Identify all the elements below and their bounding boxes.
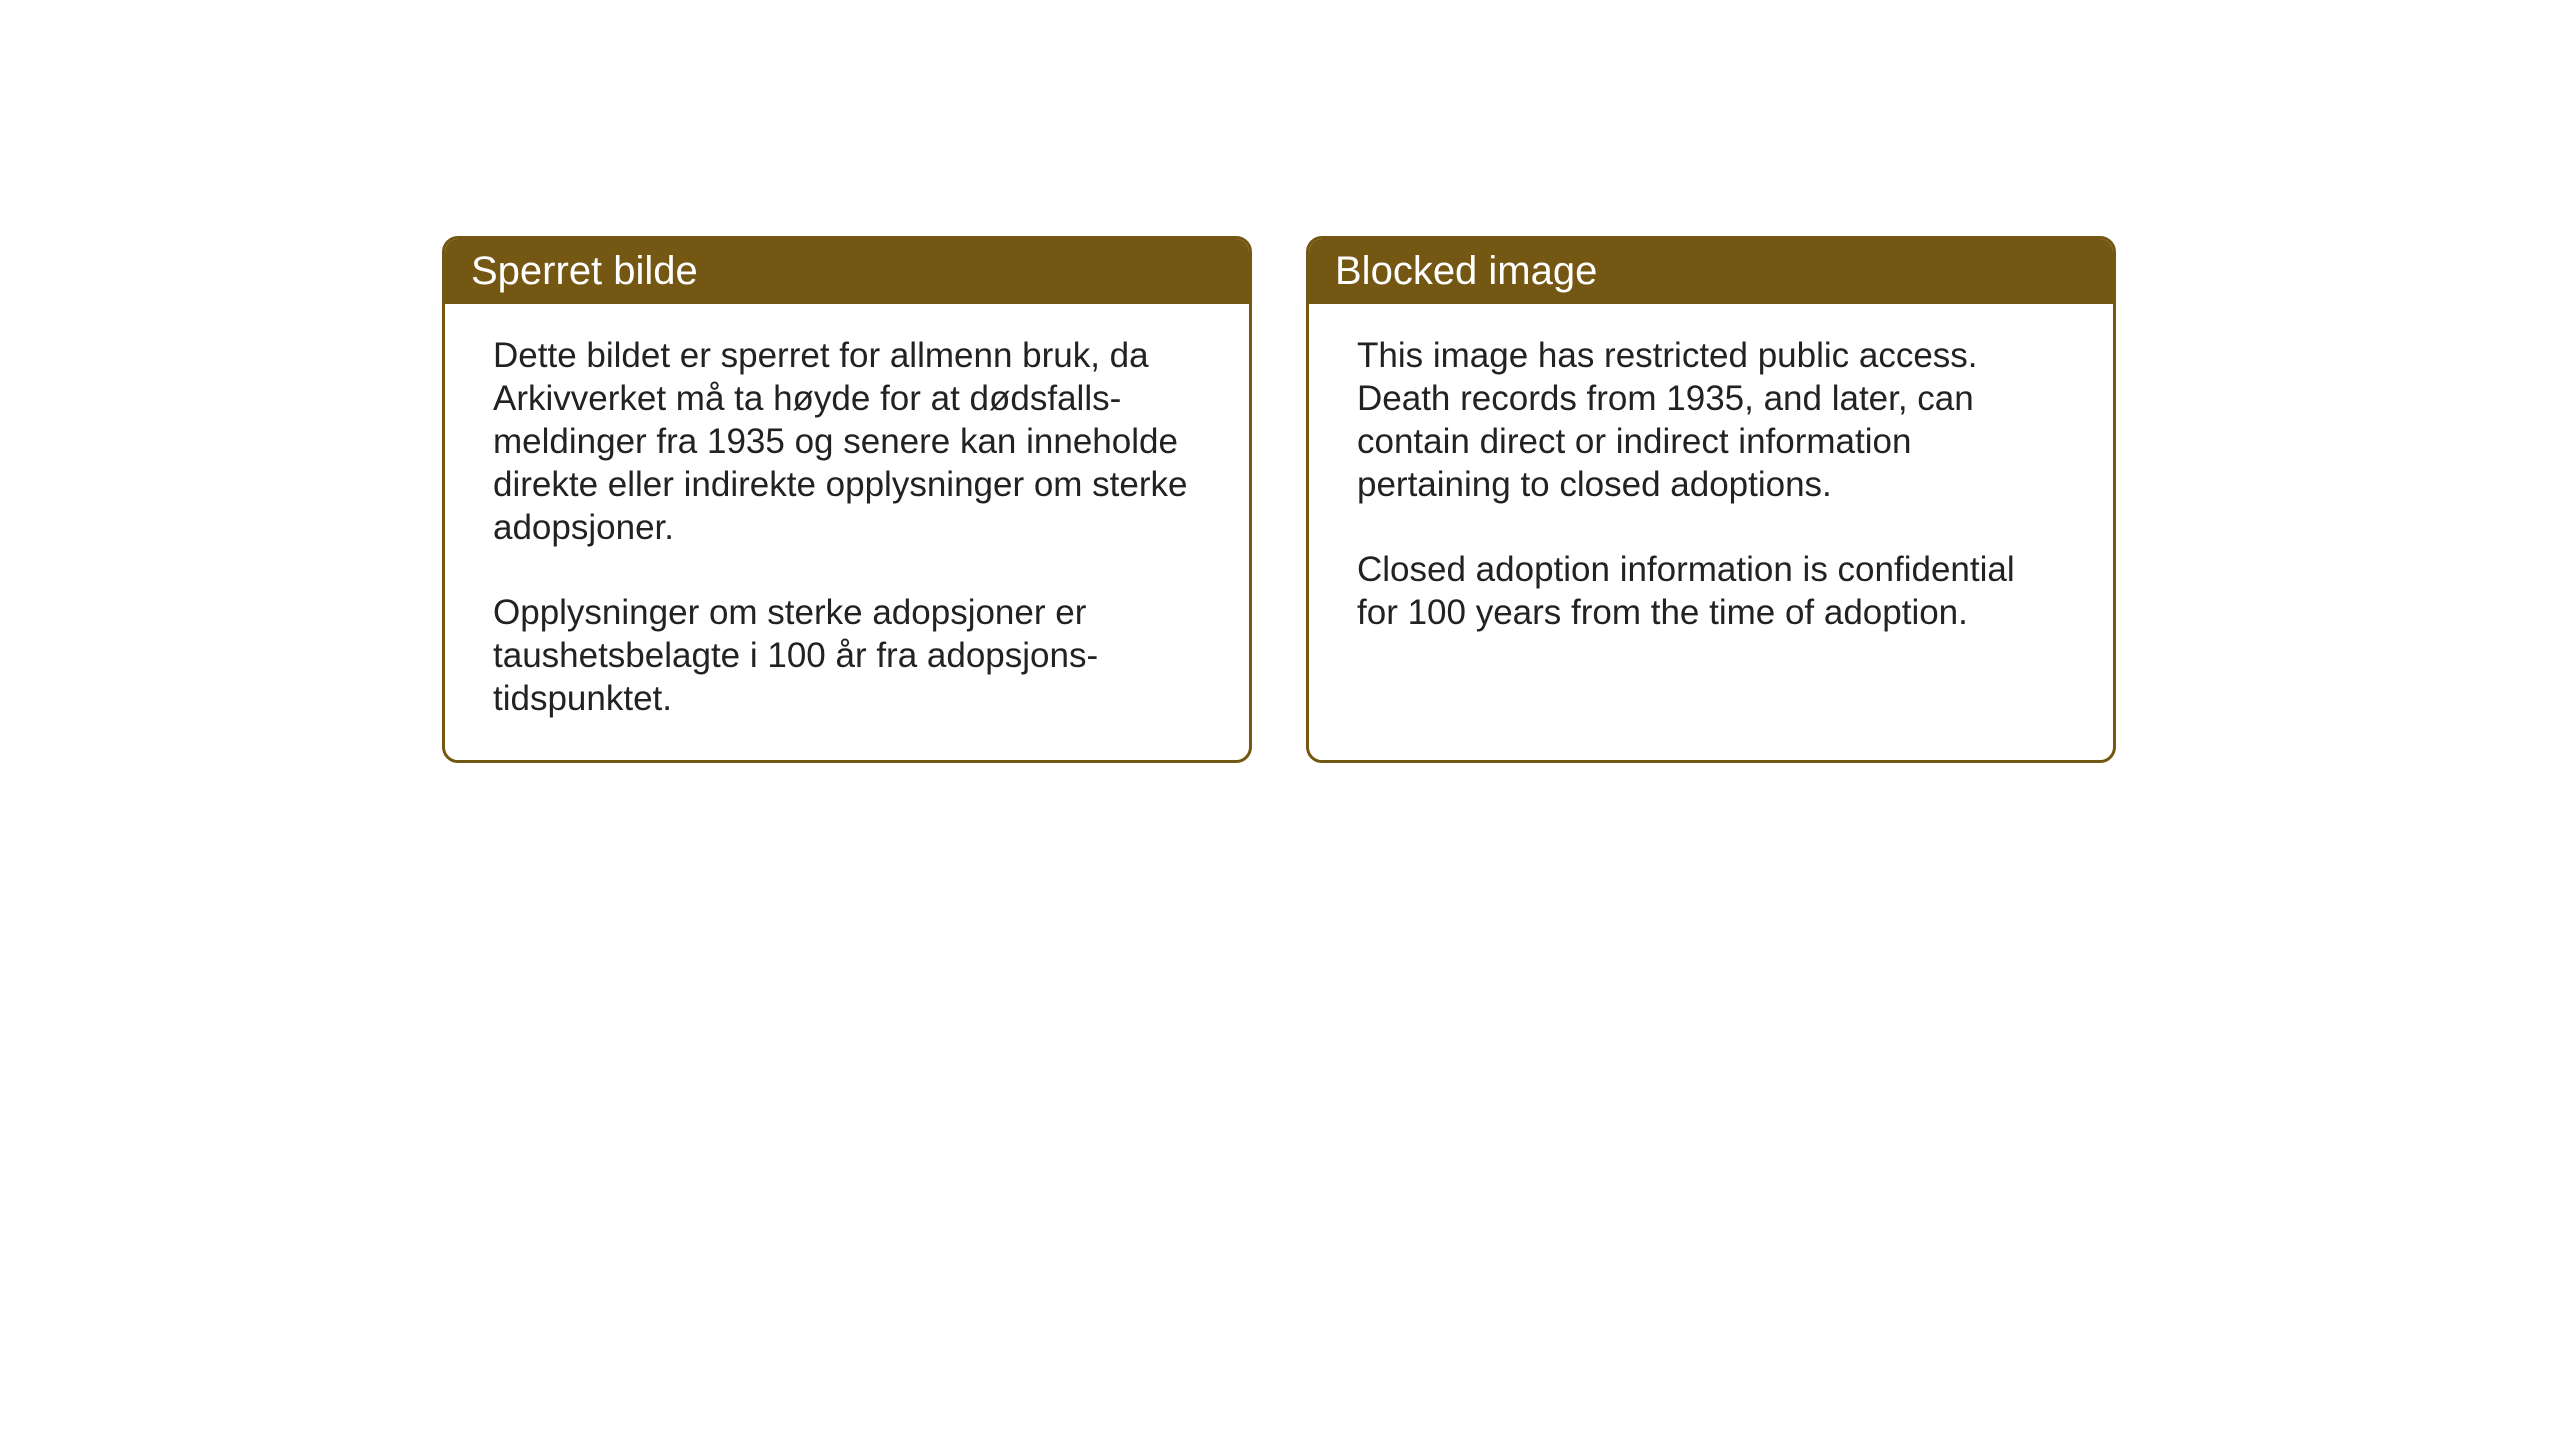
- notice-title-norwegian: Sperret bilde: [471, 249, 698, 293]
- notice-paragraph-norwegian-2: Opplysninger om sterke adopsjoner er tau…: [493, 591, 1201, 720]
- notice-paragraph-norwegian-1: Dette bildet er sperret for allmenn bruk…: [493, 334, 1201, 549]
- notice-body-english: This image has restricted public access.…: [1309, 304, 2113, 734]
- notice-paragraph-english-2: Closed adoption information is confident…: [1357, 548, 2065, 634]
- notice-container: Sperret bilde Dette bildet er sperret fo…: [442, 236, 2116, 763]
- notice-body-norwegian: Dette bildet er sperret for allmenn bruk…: [445, 304, 1249, 760]
- notice-header-norwegian: Sperret bilde: [445, 239, 1249, 304]
- notice-title-english: Blocked image: [1335, 249, 1597, 293]
- notice-header-english: Blocked image: [1309, 239, 2113, 304]
- notice-paragraph-english-1: This image has restricted public access.…: [1357, 334, 2065, 506]
- notice-card-english: Blocked image This image has restricted …: [1306, 236, 2116, 763]
- notice-card-norwegian: Sperret bilde Dette bildet er sperret fo…: [442, 236, 1252, 763]
